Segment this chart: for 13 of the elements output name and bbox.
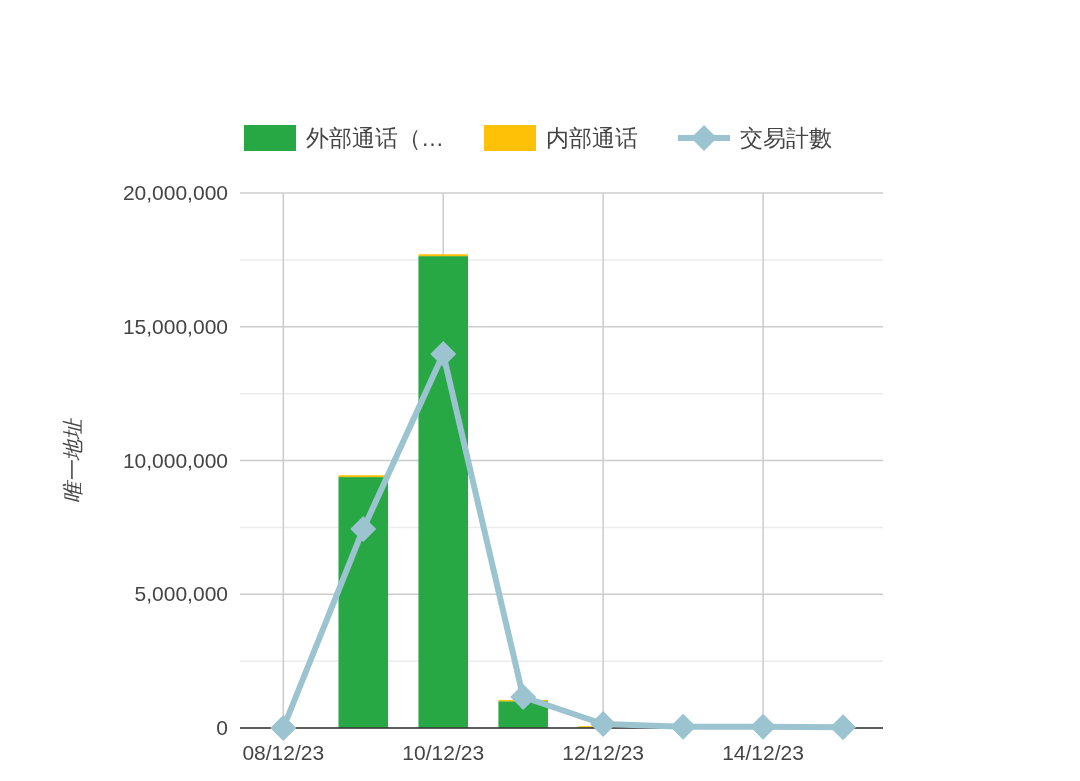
y-tick-label: 20,000,000 xyxy=(122,181,228,204)
x-tick-label: 08/12/23 xyxy=(242,741,325,764)
y-axis-title: 唯一地址 xyxy=(61,417,84,503)
legend-label: 交易計數 xyxy=(740,125,832,151)
y-tick-label: 5,000,000 xyxy=(134,582,228,606)
y-tick-label: 0 xyxy=(216,716,228,739)
legend-label: 外部通话（… xyxy=(306,125,444,151)
y-tick-label: 10,000,000 xyxy=(122,448,228,472)
x-tick-label: 10/12/23 xyxy=(402,741,485,764)
y-tick-label: 15,000,000 xyxy=(122,314,228,338)
x-tick-label: 12/12/23 xyxy=(562,741,645,764)
legend-label: 内部通话 xyxy=(546,125,638,151)
x-tick-label: 14/12/23 xyxy=(722,741,804,764)
